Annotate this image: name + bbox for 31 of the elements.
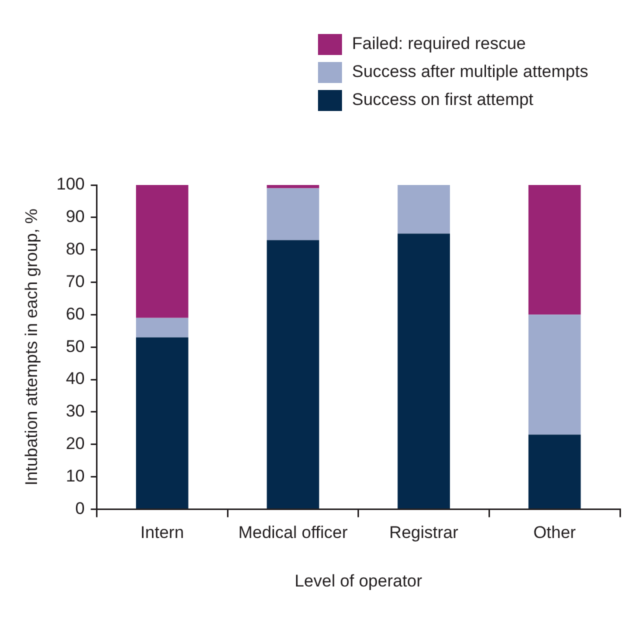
legend-label: Success after multiple attempts xyxy=(352,62,588,82)
y-tick-label: 10 xyxy=(66,466,85,486)
y-tick-label: 30 xyxy=(66,402,85,421)
y-tick-label: 70 xyxy=(66,272,85,291)
bar xyxy=(398,234,450,508)
y-axis-title: Intubation attempts in each group, % xyxy=(22,208,41,486)
y-tick-label: 0 xyxy=(75,498,85,518)
bar xyxy=(398,185,450,234)
bar xyxy=(528,314,581,435)
y-tick-label: 90 xyxy=(66,207,85,226)
x-tick-label: Other xyxy=(533,523,576,542)
y-tick-label: 40 xyxy=(66,369,85,388)
y-tick-label: 100 xyxy=(56,174,85,194)
bar xyxy=(136,337,188,508)
x-tick-label: Medical officer xyxy=(238,523,348,542)
legend-label: Success on first attempt xyxy=(352,90,534,110)
bar xyxy=(528,434,581,508)
legend-label: Failed: required rescue xyxy=(352,34,526,54)
bar xyxy=(528,185,581,315)
y-tick-label: 60 xyxy=(66,304,85,324)
bar xyxy=(266,185,320,188)
bar xyxy=(266,240,320,508)
x-axis-title: Level of operator xyxy=(294,571,423,590)
x-tick-label: Intern xyxy=(140,523,184,542)
y-tick-label: 50 xyxy=(66,336,85,356)
y-tick-label: 20 xyxy=(66,434,85,454)
x-tick-label: Registrar xyxy=(389,523,459,542)
bar xyxy=(136,318,188,338)
y-tick-label: 80 xyxy=(66,240,85,259)
bar xyxy=(136,185,188,318)
bar xyxy=(266,188,320,240)
